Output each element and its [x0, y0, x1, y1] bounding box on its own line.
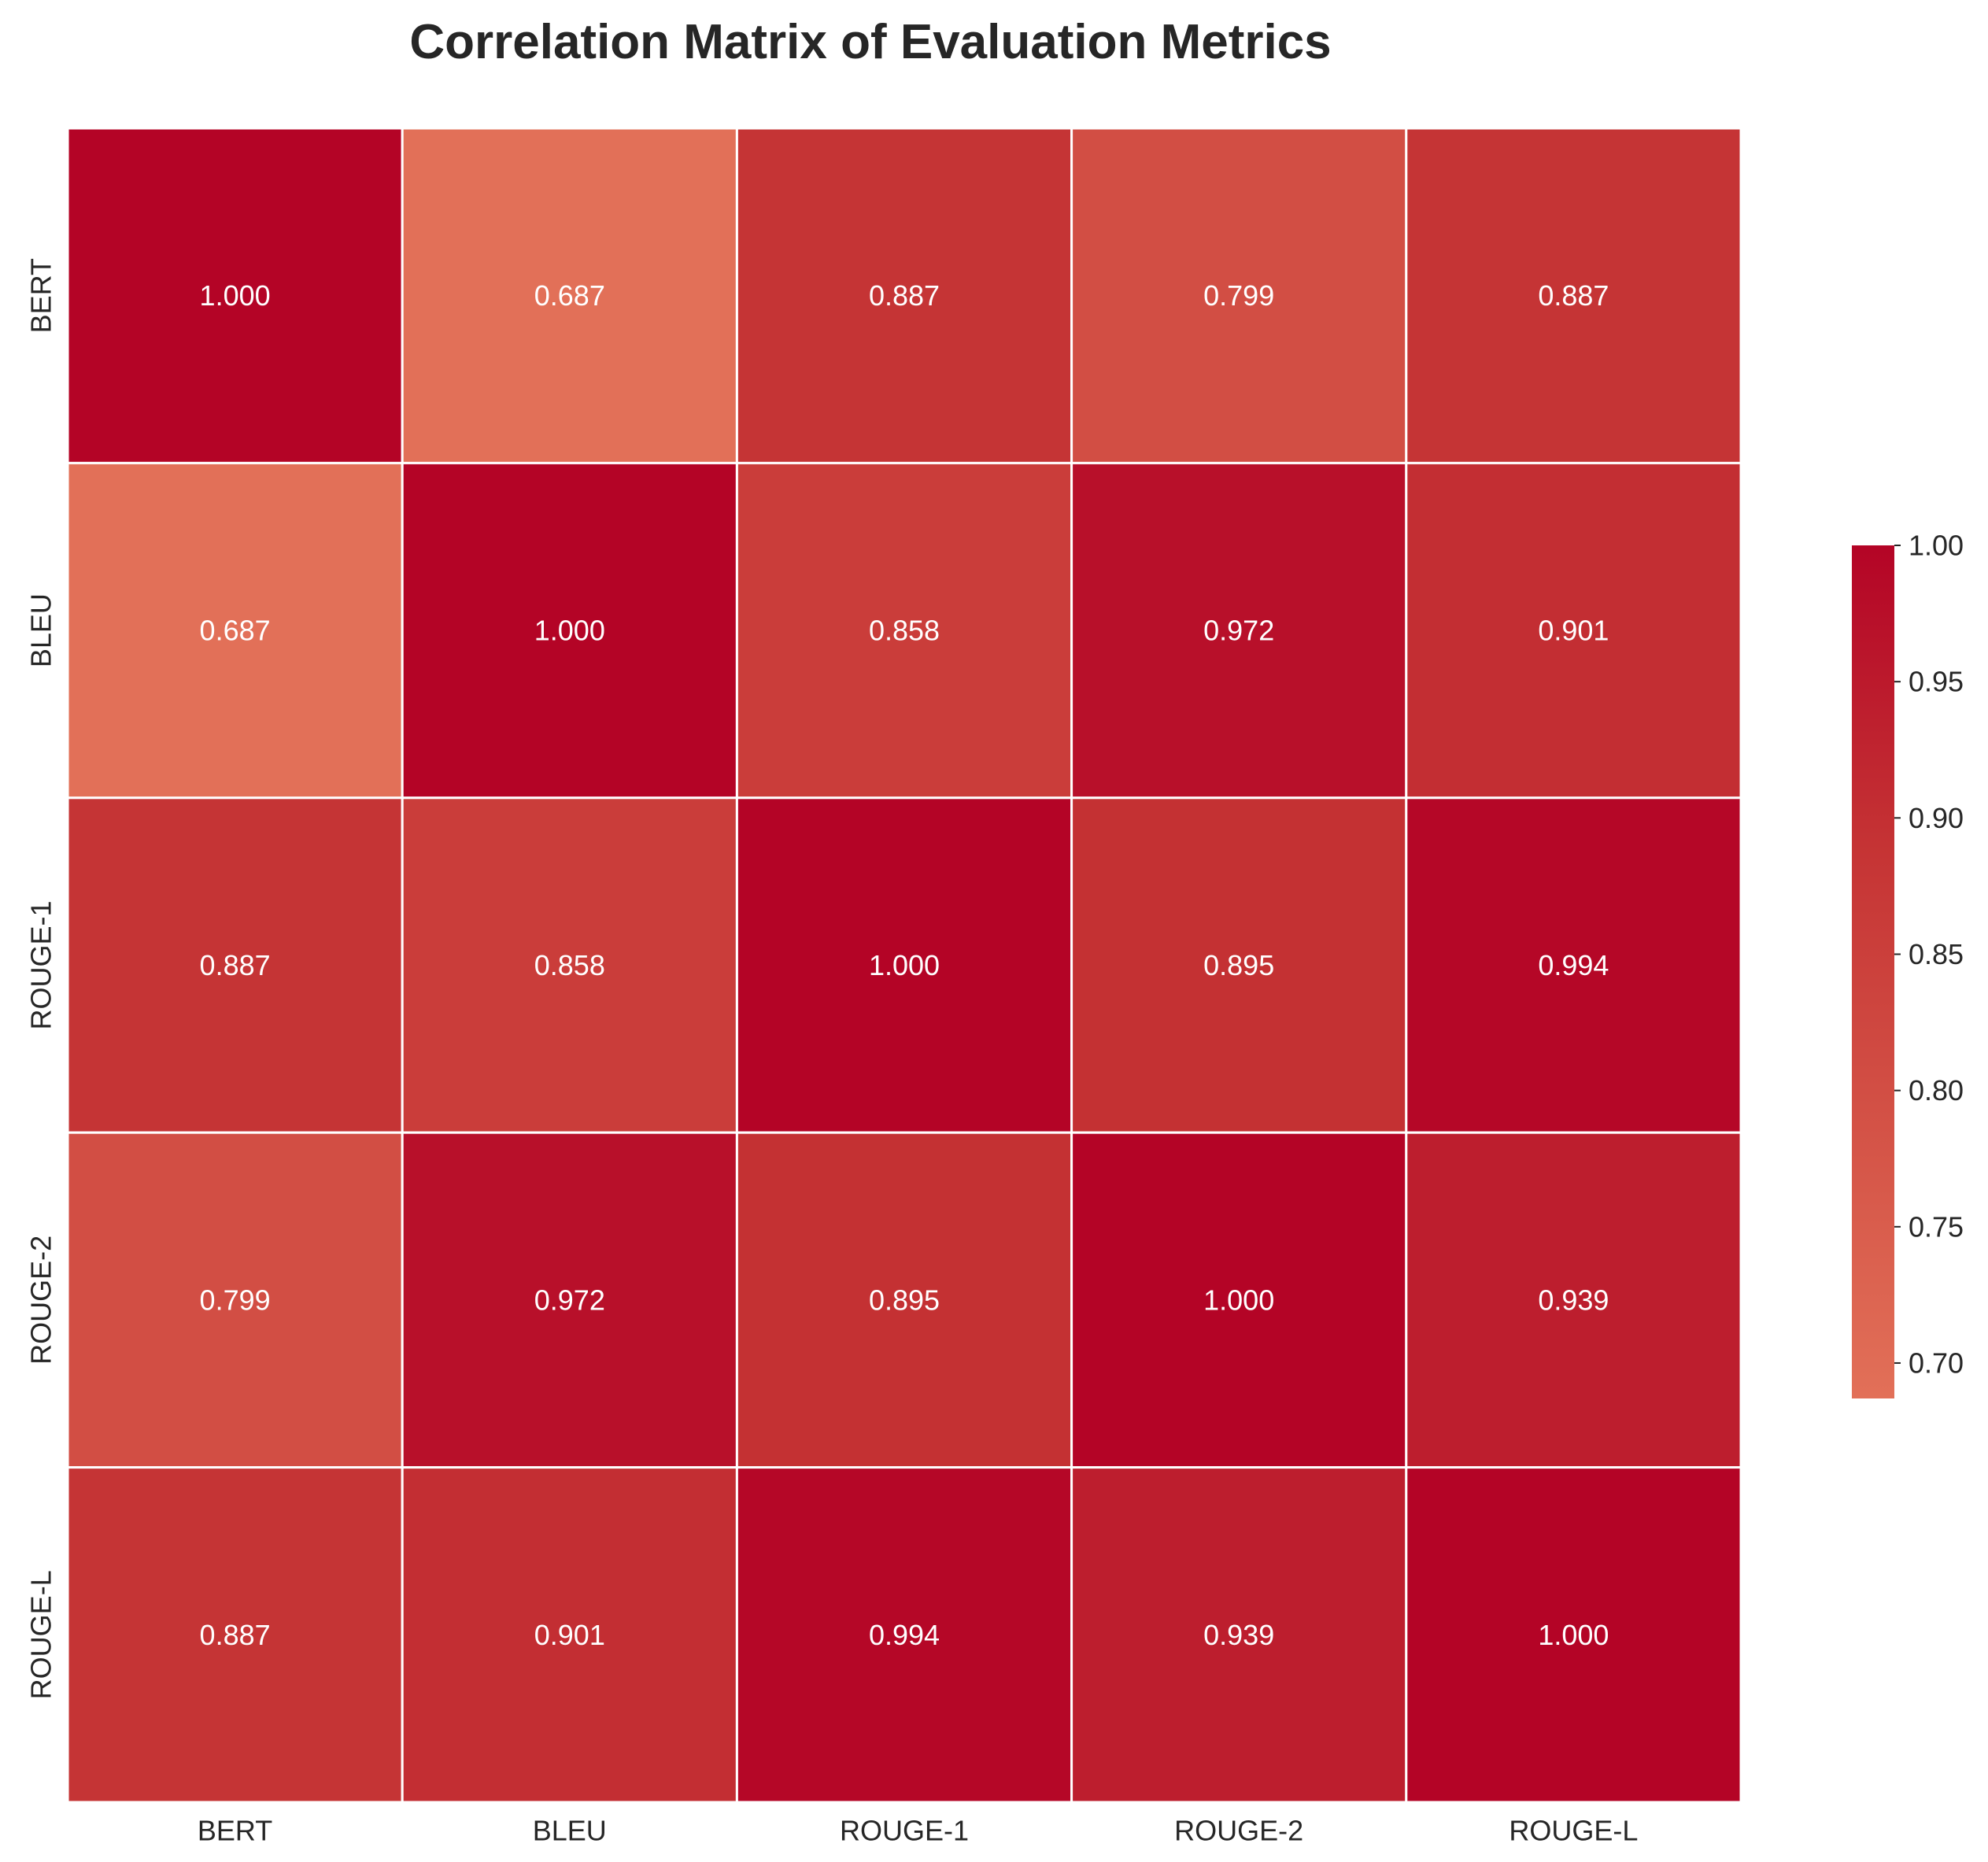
colorbar-tick-label: 0.75: [1909, 1210, 1964, 1243]
cell-value-label: 0.887: [1538, 279, 1609, 312]
cell-value-label: 1.000: [534, 615, 605, 647]
colorbar-tick-label: 0.85: [1909, 938, 1964, 970]
heatmap-cell-ROUGE-L-BERT: [66, 1466, 404, 1804]
column-tick-labels: BERT BLEU ROUGE-1 ROUGE-2 ROUGE-L: [198, 1815, 1639, 1847]
colorbar-tick-label: 1.00: [1909, 530, 1964, 562]
cell-value-label: 0.858: [869, 615, 940, 647]
cell-value-label: 1.000: [200, 279, 271, 312]
colorbar: 0.70 0.75 0.80 0.85 0.90 0.95 1.00: [1852, 530, 1964, 1398]
heatmap-cell-ROUGE-L-BLEU: [401, 1466, 738, 1804]
chart-title: Correlation Matrix of Evaluation Metrics: [409, 15, 1332, 69]
cell-value-label: 0.687: [534, 279, 605, 312]
heatmap-cell-BLEU-ROUGE-2: [1070, 461, 1408, 800]
row-label-rouge-1: ROUGE-1: [25, 900, 57, 1029]
column-label-bleu: BLEU: [533, 1815, 607, 1847]
heatmap-cell-BLEU-ROUGE-L: [1405, 461, 1742, 800]
column-label-rouge-l: ROUGE-L: [1509, 1815, 1638, 1847]
heatmap-cell-BERT-ROUGE-2: [1070, 127, 1408, 464]
heatmap-cell-ROUGE-2-ROUGE-L: [1405, 1131, 1742, 1469]
colorbar-tick-label: 0.70: [1909, 1347, 1964, 1379]
cell-value-label: 0.972: [1203, 615, 1274, 647]
cell-value-label: 0.994: [1538, 949, 1609, 981]
heatmap-cell-ROUGE-L-ROUGE-L: [1405, 1466, 1742, 1804]
cell-value-label: 0.972: [534, 1284, 605, 1316]
row-label-rouge-2: ROUGE-2: [25, 1236, 57, 1365]
colorbar-gradient: [1852, 545, 1894, 1398]
column-label-bert: BERT: [198, 1815, 272, 1847]
heatmap-cell-BLEU-BLEU: [401, 461, 738, 800]
row-label-rouge-l: ROUGE-L: [25, 1570, 57, 1699]
colorbar-tick-label: 0.90: [1909, 802, 1964, 834]
cell-value-label: 0.901: [1538, 615, 1609, 647]
heatmap-cell-ROUGE-2-BLEU: [401, 1131, 738, 1469]
column-label-rouge-1: ROUGE-1: [840, 1815, 969, 1847]
cell-value-label: 0.887: [869, 279, 940, 312]
heatmap-cell-BERT-BLEU: [401, 127, 738, 464]
cell-value-label: 0.901: [534, 1619, 605, 1651]
heatmap-cell-ROUGE-1-ROUGE-1: [735, 796, 1073, 1134]
cell-value-label: 0.887: [200, 1619, 271, 1651]
cell-value-label: 1.000: [869, 949, 940, 981]
heatmap-cell-ROUGE-2-BERT: [66, 1131, 404, 1469]
row-tick-labels: BERT BLEU ROUGE-1 ROUGE-2 ROUGE-L: [25, 258, 57, 1699]
colorbar-tick-label: 0.95: [1909, 666, 1964, 698]
colorbar-tick-label: 0.80: [1909, 1074, 1964, 1106]
row-label-bert: BERT: [25, 258, 57, 333]
heatmap-cell-labels: 1.000 0.687 0.887 0.799 0.887 0.687 1.000 0.858…: [200, 279, 1609, 1651]
cell-value-label: 1.000: [1203, 1284, 1274, 1316]
cell-value-label: 0.895: [1203, 949, 1274, 981]
cell-value-label: 0.994: [869, 1619, 940, 1651]
heatmap-cell-ROUGE-1-BLEU: [401, 796, 738, 1134]
heatmap-cell-ROUGE-1-ROUGE-L: [1405, 796, 1742, 1134]
cell-value-label: 0.887: [200, 949, 271, 981]
heatmap-cell-ROUGE-2-ROUGE-1: [735, 1131, 1073, 1469]
heatmap-cell-ROUGE-L-ROUGE-1: [735, 1466, 1073, 1804]
cell-value-label: 0.858: [534, 949, 605, 981]
heatmap-cell-BERT-ROUGE-1: [735, 127, 1073, 464]
heatmap-cell-ROUGE-1-ROUGE-2: [1070, 796, 1408, 1134]
cell-value-label: 0.895: [869, 1284, 940, 1316]
cell-value-label: 1.000: [1538, 1619, 1609, 1651]
heatmap-cell-BLEU-ROUGE-1: [735, 461, 1073, 800]
heatmap-cell-ROUGE-L-ROUGE-2: [1070, 1466, 1408, 1804]
cell-value-label: 0.687: [200, 615, 271, 647]
row-label-bleu: BLEU: [25, 593, 57, 667]
cell-value-label: 0.939: [1203, 1619, 1274, 1651]
heatmap-cells: [66, 127, 1742, 1804]
heatmap-cell-BERT-BERT: [66, 127, 404, 464]
cell-value-label: 0.799: [1203, 279, 1274, 312]
cell-value-label: 0.799: [200, 1284, 271, 1316]
column-label-rouge-2: ROUGE-2: [1174, 1815, 1303, 1847]
heatmap-cell-ROUGE-2-ROUGE-2: [1070, 1131, 1408, 1469]
cell-value-label: 0.939: [1538, 1284, 1609, 1316]
